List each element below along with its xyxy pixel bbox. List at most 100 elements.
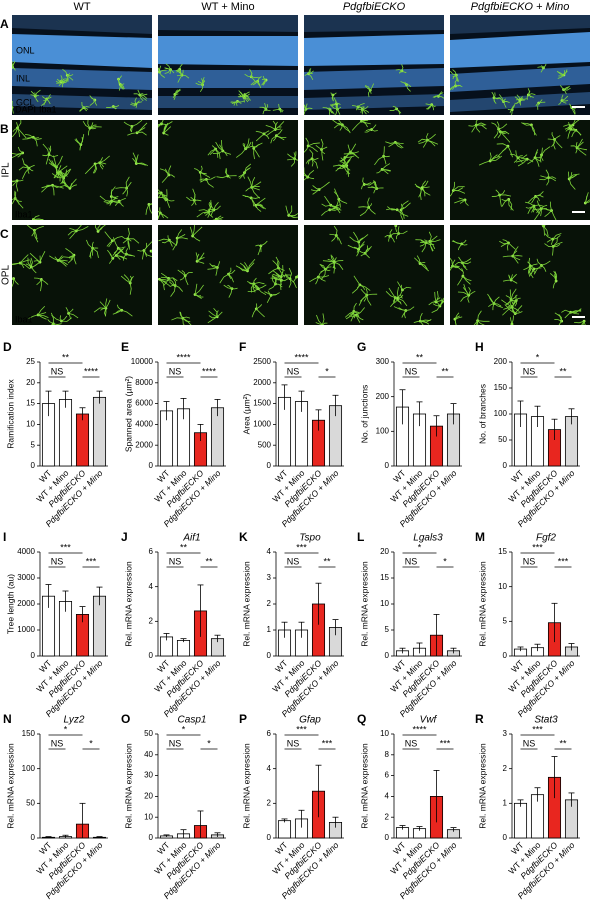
microglia-branch <box>570 311 580 315</box>
microglia-branch <box>137 89 141 96</box>
panel-letter: L <box>357 530 364 544</box>
significance-label: * <box>182 724 186 734</box>
microglia-branch <box>371 129 378 132</box>
microglia-branch <box>62 68 68 76</box>
microglia-branch <box>115 187 127 189</box>
y-tick-label: 5 <box>503 616 508 625</box>
microglia-branch <box>419 262 426 264</box>
microglia-branch <box>193 200 197 206</box>
microglia-branch <box>462 275 472 281</box>
microglia-branch <box>118 247 124 253</box>
microglia-branch <box>531 196 536 204</box>
microglia-branch <box>452 181 455 191</box>
microglia-branch <box>519 96 523 101</box>
micrograph <box>12 15 152 115</box>
microglia-branch <box>19 262 25 269</box>
microglia-branch <box>115 309 122 314</box>
error-bar <box>315 582 322 625</box>
microglia-branch <box>359 284 371 291</box>
y-axis-label: Rel. mRNA expression <box>477 561 487 647</box>
microglia-branch <box>534 157 540 167</box>
microglia-branch <box>294 151 297 159</box>
microglia-branch <box>89 124 97 129</box>
microglia-branch <box>533 265 542 275</box>
microglia-branch <box>189 226 194 237</box>
microglia-branch <box>247 176 253 188</box>
microglia-branch <box>265 124 276 130</box>
microglia-branch <box>136 131 147 136</box>
microglia-branch <box>129 126 133 133</box>
microglia-branch <box>322 322 328 325</box>
microglia-branch <box>58 259 68 262</box>
microglia-branch <box>455 75 459 82</box>
y-tick-label: 0 <box>31 461 36 470</box>
stain-label: Iba1 <box>15 314 33 324</box>
microglia-branch <box>551 139 555 148</box>
microglia-branch <box>318 275 330 278</box>
microglia-branch <box>511 323 513 325</box>
layer-label: INL <box>16 73 30 83</box>
microglia-branch <box>171 317 183 321</box>
microglia-branch <box>137 249 145 252</box>
microglia-branch <box>251 308 257 318</box>
panel-letter: R <box>475 712 484 726</box>
microglia-branch <box>133 93 140 96</box>
microglia-branch <box>159 207 161 214</box>
microglia-branch <box>458 197 466 201</box>
error-bar <box>551 602 558 643</box>
microglia-branch <box>400 200 409 211</box>
microglia-branch <box>545 169 549 178</box>
microglia-branch <box>308 145 318 153</box>
microglia-branch <box>37 305 46 316</box>
microglia-branch <box>551 210 557 220</box>
microglia-branch <box>574 320 585 324</box>
microglia-branch <box>548 176 557 179</box>
microglia-branch <box>385 291 396 299</box>
microglia-branch <box>139 93 148 96</box>
bar <box>277 820 292 839</box>
microglia-branch <box>288 214 296 217</box>
microglia-branch <box>112 237 119 249</box>
microglia-branch <box>252 286 259 290</box>
microglia-branch <box>158 238 170 242</box>
y-tick-label: 100 <box>494 409 508 418</box>
retina-top <box>12 15 152 34</box>
microglia-branch <box>499 190 506 196</box>
y-axis-label: Ramification index <box>5 379 15 449</box>
microglia-branch <box>405 306 415 311</box>
y-axis-label: Rel. mRNA expression <box>241 743 251 829</box>
error-bar <box>534 787 541 802</box>
microglia-branch <box>458 256 463 264</box>
microglia-branch <box>260 240 268 247</box>
microglia-branch <box>111 196 119 198</box>
microglia-branch <box>502 306 513 316</box>
microglia-branch <box>420 240 427 244</box>
microglia-branch <box>166 199 171 208</box>
microglia-branch <box>468 291 476 296</box>
microglia-branch <box>143 242 148 251</box>
microglia-branch <box>158 65 162 73</box>
error-bar <box>568 792 575 807</box>
microglia-branch <box>106 240 113 247</box>
microglia-branch <box>265 108 271 111</box>
microglia-branch <box>368 203 372 208</box>
microglia-branch <box>325 268 331 272</box>
microglia-branch <box>419 242 427 247</box>
microglia-branch <box>462 262 467 268</box>
error-bar <box>315 764 322 818</box>
microglia-branch <box>414 257 421 264</box>
microglia-branch <box>254 80 258 85</box>
microglia-branch <box>535 196 540 202</box>
microglia-branch <box>51 160 57 168</box>
microglia-branch <box>343 151 351 162</box>
y-tick-label: 2000 <box>253 378 271 387</box>
microglia-branch <box>209 263 218 268</box>
microglia-branch <box>546 238 553 243</box>
microglia-branch <box>531 205 535 213</box>
microglia-branch <box>80 137 84 145</box>
microglia-branch <box>304 109 307 115</box>
microglia-branch <box>207 267 218 270</box>
panel-letter: B <box>0 122 9 136</box>
micrograph-background <box>304 225 444 325</box>
microglia-branch <box>57 165 62 174</box>
